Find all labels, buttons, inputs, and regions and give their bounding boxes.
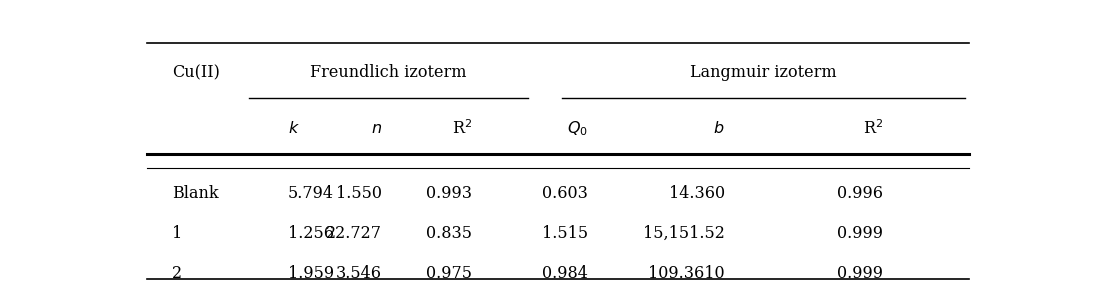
Text: 1.550: 1.550 (336, 184, 382, 202)
Text: Cu(II): Cu(II) (172, 64, 220, 82)
Text: Blank: Blank (172, 184, 219, 202)
Text: 0.993: 0.993 (427, 184, 472, 202)
Text: 1.515: 1.515 (541, 225, 588, 242)
Text: 14.360: 14.360 (669, 184, 725, 202)
Text: $n$: $n$ (371, 120, 382, 137)
Text: 0.984: 0.984 (541, 266, 588, 282)
Text: 5.794: 5.794 (288, 184, 334, 202)
Text: 0.603: 0.603 (541, 184, 588, 202)
Text: Langmuir izoterm: Langmuir izoterm (690, 64, 836, 82)
Text: 2: 2 (172, 266, 182, 282)
Text: 22.727: 22.727 (326, 225, 382, 242)
Text: Freundlich izoterm: Freundlich izoterm (311, 64, 467, 82)
Text: 1.256: 1.256 (288, 225, 334, 242)
Text: 0.999: 0.999 (838, 225, 883, 242)
Text: $k$: $k$ (288, 120, 299, 137)
Text: 15,151.52: 15,151.52 (643, 225, 725, 242)
Text: 1: 1 (172, 225, 182, 242)
Text: R$^2$: R$^2$ (863, 119, 883, 138)
Text: $Q_0$: $Q_0$ (567, 119, 588, 138)
Text: 0.975: 0.975 (427, 266, 472, 282)
Text: R$^2$: R$^2$ (452, 119, 472, 138)
Text: 0.835: 0.835 (427, 225, 472, 242)
Text: 109.3610: 109.3610 (649, 266, 725, 282)
Text: 3.546: 3.546 (336, 266, 382, 282)
Text: 0.996: 0.996 (838, 184, 883, 202)
Text: 0.999: 0.999 (838, 266, 883, 282)
Text: $b$: $b$ (714, 120, 725, 137)
Text: 1.959: 1.959 (288, 266, 334, 282)
